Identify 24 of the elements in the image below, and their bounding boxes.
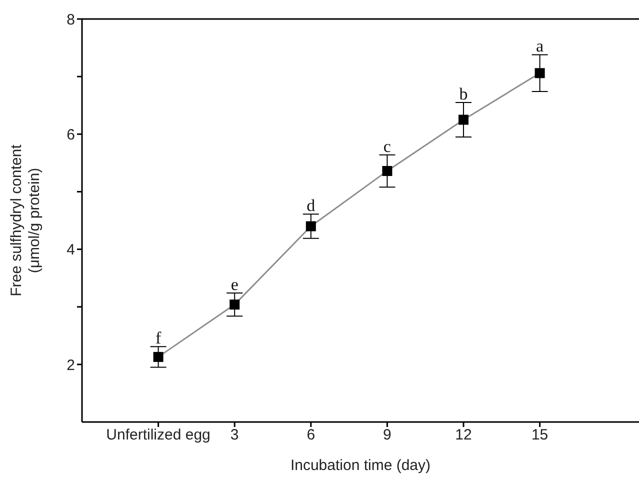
x-tick-label: 12 bbox=[455, 426, 472, 444]
point bbox=[306, 221, 316, 232]
annotation: a bbox=[536, 36, 544, 56]
annotation: c bbox=[383, 136, 392, 156]
annotation: d bbox=[306, 196, 316, 216]
annotation: f bbox=[155, 328, 162, 348]
x-tick-label: 6 bbox=[306, 426, 316, 444]
point bbox=[153, 352, 164, 362]
point bbox=[230, 300, 240, 310]
x-tick-label: Unfertilized egg bbox=[106, 426, 210, 444]
annotation: b bbox=[459, 84, 468, 104]
y-tick-label: 2 bbox=[66, 356, 75, 374]
y-tick-label: 6 bbox=[66, 126, 75, 144]
point bbox=[382, 166, 392, 176]
point bbox=[534, 68, 545, 78]
x-tick-label: 15 bbox=[531, 426, 548, 444]
y-tick-label: 8 bbox=[66, 11, 75, 28]
x-tick-label: 9 bbox=[383, 426, 392, 444]
x-axis-title: Incubation time (day) bbox=[290, 457, 431, 474]
point bbox=[458, 114, 469, 125]
annotation: e bbox=[230, 275, 238, 294]
y-tick-label: 4 bbox=[66, 242, 75, 259]
x-tick-label: 3 bbox=[230, 426, 239, 444]
y-axis-title: Free sulfhydryl content (μmol/g protein) bbox=[8, 144, 43, 296]
